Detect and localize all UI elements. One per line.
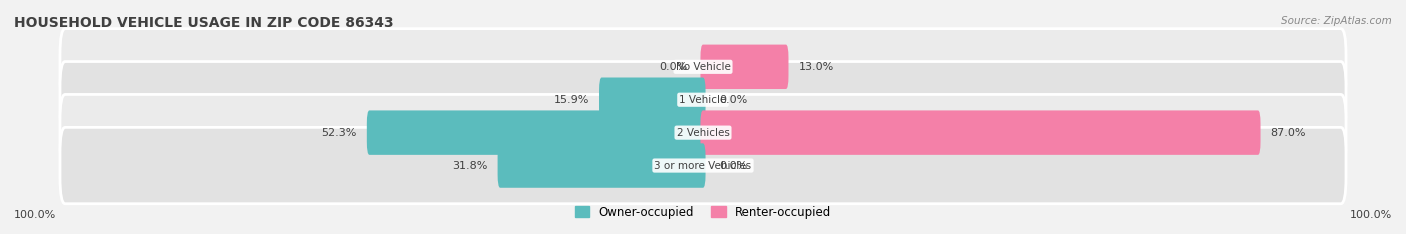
Text: 13.0%: 13.0%: [799, 62, 834, 72]
Text: HOUSEHOLD VEHICLE USAGE IN ZIP CODE 86343: HOUSEHOLD VEHICLE USAGE IN ZIP CODE 8634…: [14, 16, 394, 30]
Text: 0.0%: 0.0%: [718, 161, 747, 171]
FancyBboxPatch shape: [60, 95, 1346, 171]
Text: 2 Vehicles: 2 Vehicles: [676, 128, 730, 138]
Text: No Vehicle: No Vehicle: [675, 62, 731, 72]
Legend: Owner-occupied, Renter-occupied: Owner-occupied, Renter-occupied: [569, 201, 837, 223]
Text: 1 Vehicle: 1 Vehicle: [679, 95, 727, 105]
FancyBboxPatch shape: [60, 127, 1346, 204]
FancyBboxPatch shape: [367, 110, 706, 155]
Text: 0.0%: 0.0%: [659, 62, 688, 72]
Text: 100.0%: 100.0%: [1350, 210, 1392, 220]
Text: 87.0%: 87.0%: [1271, 128, 1306, 138]
FancyBboxPatch shape: [700, 45, 789, 89]
Text: 0.0%: 0.0%: [718, 95, 747, 105]
Text: 100.0%: 100.0%: [14, 210, 56, 220]
Text: 52.3%: 52.3%: [321, 128, 357, 138]
FancyBboxPatch shape: [498, 143, 706, 188]
FancyBboxPatch shape: [700, 110, 1261, 155]
Text: Source: ZipAtlas.com: Source: ZipAtlas.com: [1281, 16, 1392, 26]
Text: 31.8%: 31.8%: [451, 161, 488, 171]
Text: 15.9%: 15.9%: [554, 95, 589, 105]
FancyBboxPatch shape: [599, 77, 706, 122]
Text: 3 or more Vehicles: 3 or more Vehicles: [654, 161, 752, 171]
FancyBboxPatch shape: [60, 62, 1346, 138]
FancyBboxPatch shape: [60, 29, 1346, 105]
